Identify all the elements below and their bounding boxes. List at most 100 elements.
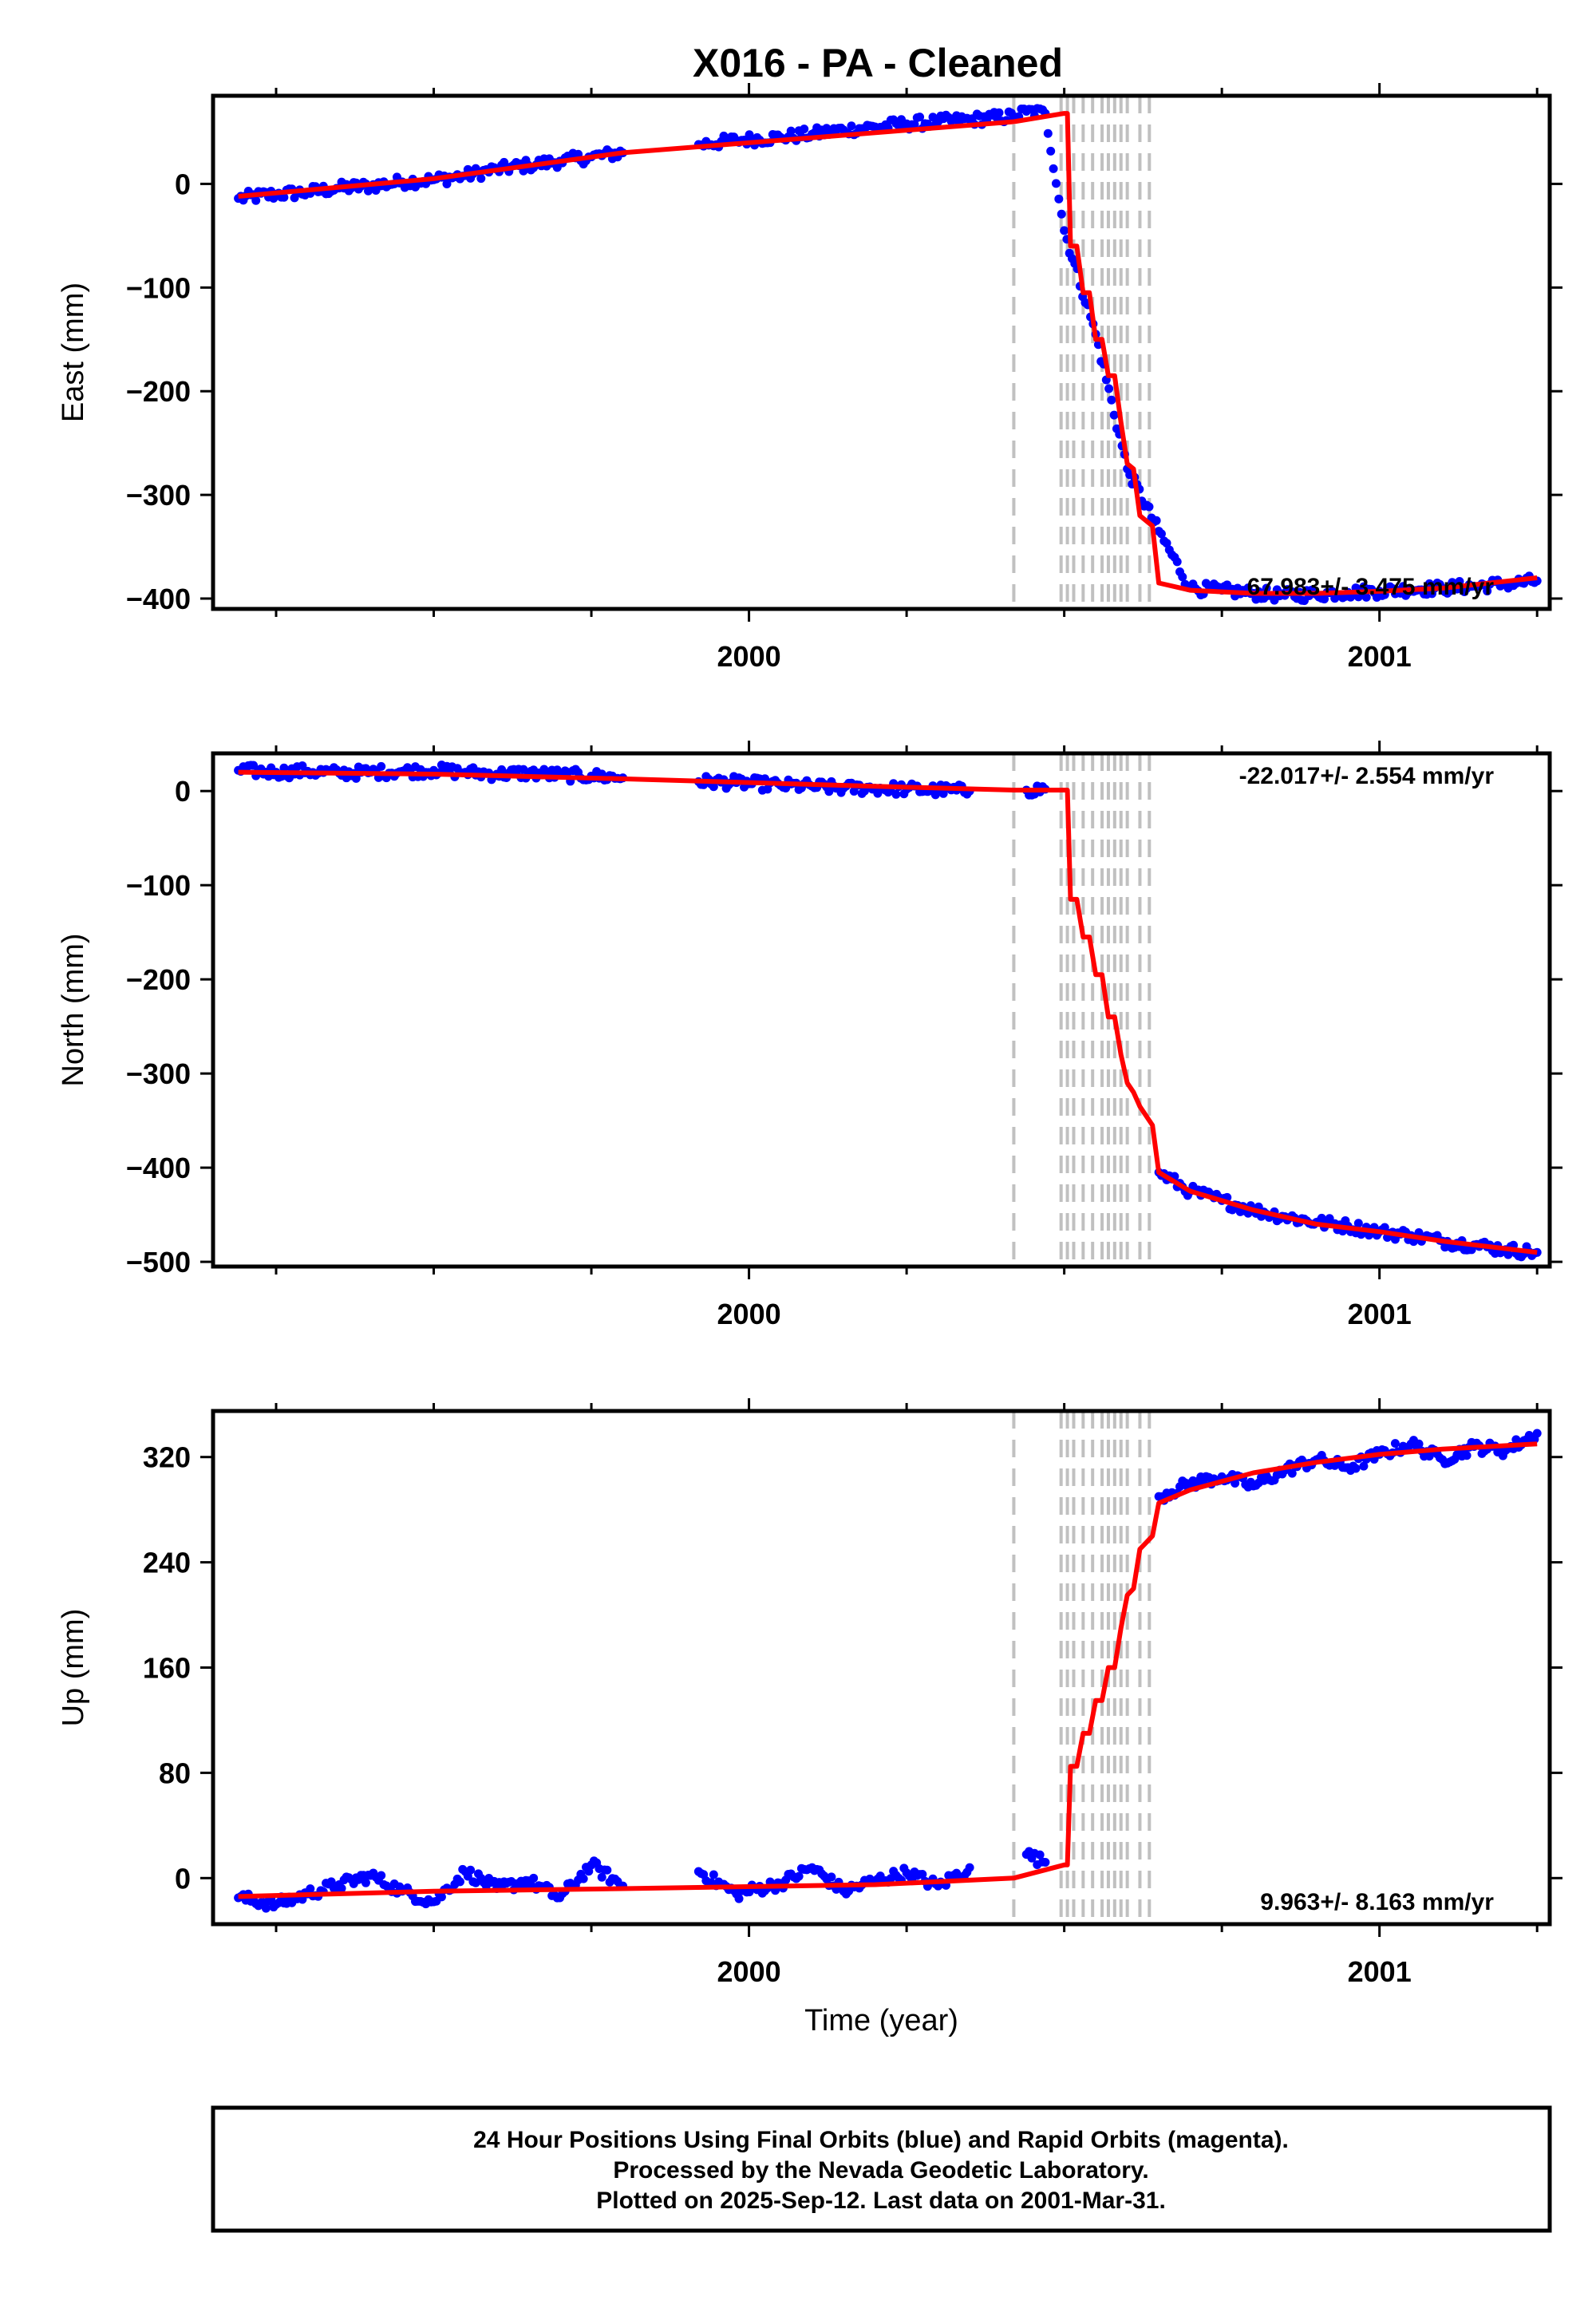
- data-point: [847, 121, 856, 131]
- panel-frame: [211, 93, 1552, 611]
- data-point: [734, 1894, 744, 1903]
- data-point: [361, 1878, 370, 1887]
- panel-frame: [211, 1409, 1552, 1927]
- model-line: [238, 111, 1538, 596]
- data-point: [1380, 1223, 1389, 1232]
- footer-line-3: Plotted on 2025-Sep-12. Last data on 200…: [596, 2188, 1166, 2214]
- data-point: [800, 124, 809, 134]
- data-point: [298, 761, 307, 771]
- data-point: [1152, 516, 1161, 525]
- data-point: [1361, 592, 1371, 602]
- velocity-annotation: 67.983+/- 3.475 mm/yr: [1247, 574, 1495, 600]
- data-points: [234, 760, 1542, 1262]
- data-point: [337, 1883, 346, 1893]
- y-tick-label: −300: [126, 479, 191, 512]
- x-tick-label: 2000: [717, 640, 781, 673]
- data-point: [910, 120, 919, 129]
- data-point: [279, 192, 289, 202]
- footer-line-1: 24 Hour Positions Using Final Orbits (bl…: [473, 2127, 1289, 2153]
- data-points: [234, 1429, 1542, 1913]
- data-point: [251, 196, 261, 205]
- x-tick-label: 2001: [1348, 1298, 1412, 1330]
- data-point: [1162, 539, 1171, 548]
- model-line: [238, 769, 1538, 1255]
- data-point: [442, 179, 452, 188]
- data-point: [709, 1870, 718, 1879]
- footer-line-2: Processed by the Nevada Geodetic Laborat…: [613, 2157, 1148, 2184]
- data-point: [1107, 395, 1116, 405]
- chart-title: X016 - PA - Cleaned: [693, 41, 1063, 85]
- data-point: [476, 174, 486, 184]
- data-point: [1287, 1468, 1297, 1478]
- data-point: [827, 1872, 836, 1882]
- velocity-annotation: -22.017+/- 2.554 mm/yr: [1239, 763, 1495, 789]
- x-axis-label: Time (year): [804, 2004, 958, 2037]
- y-tick-label: −400: [126, 1152, 191, 1184]
- y-axis-label: East (mm): [57, 283, 90, 422]
- data-point: [455, 1877, 464, 1887]
- y-tick-label: −200: [126, 375, 191, 408]
- data-point: [602, 1865, 612, 1875]
- data-point: [1035, 1850, 1045, 1860]
- data-point: [1057, 209, 1066, 219]
- data-point: [1060, 226, 1069, 235]
- data-point: [1532, 1429, 1542, 1438]
- data-point: [1414, 1439, 1424, 1448]
- data-point: [1455, 577, 1464, 587]
- x-tick-label: 2000: [717, 1298, 781, 1330]
- y-tick-label: 0: [175, 775, 191, 808]
- y-tick-label: 0: [175, 1862, 191, 1895]
- y-axis-label: Up (mm): [57, 1609, 90, 1727]
- y-tick-label: −400: [126, 583, 191, 615]
- data-point: [1390, 1439, 1400, 1448]
- data-point: [1231, 1479, 1240, 1488]
- data-point: [891, 789, 901, 799]
- data-point: [529, 1873, 539, 1883]
- data-point: [261, 1903, 271, 1913]
- event-lines: [1012, 753, 1152, 1267]
- data-point: [1156, 529, 1166, 539]
- y-tick-label: −300: [126, 1057, 191, 1090]
- data-point: [1051, 179, 1061, 188]
- y-tick-label: 160: [143, 1652, 191, 1685]
- y-tick-label: 80: [159, 1757, 191, 1789]
- data-point: [1172, 557, 1182, 567]
- data-point: [794, 1871, 804, 1881]
- data-point: [597, 1872, 606, 1882]
- event-lines: [1012, 1411, 1152, 1924]
- y-tick-label: 320: [143, 1441, 191, 1474]
- y-tick-label: 240: [143, 1547, 191, 1579]
- data-point: [1109, 410, 1119, 420]
- data-point: [1462, 1451, 1472, 1460]
- data-point: [1483, 587, 1492, 596]
- data-point: [1503, 1250, 1513, 1259]
- data-point: [1043, 128, 1053, 138]
- data-point: [786, 126, 796, 136]
- data-point: [377, 761, 386, 771]
- footer-box: 24 Hour Positions Using Final Orbits (bl…: [211, 2105, 1552, 2233]
- data-point: [1041, 1858, 1050, 1867]
- data-point: [1424, 1452, 1434, 1461]
- up-panel: 2000 2001 0 80 160 240 320 Up (mm) Time (year) 9.…: [57, 1398, 1562, 2037]
- north-panel: 2000 2001 0 −100 −200 −300 −400 −500 North (mm) -…: [57, 741, 1562, 1330]
- y-tick-label: −200: [126, 963, 191, 996]
- data-point: [965, 1863, 974, 1872]
- data-point: [994, 108, 1004, 117]
- data-point: [1353, 1219, 1363, 1228]
- x-tick-label: 2001: [1348, 640, 1412, 673]
- data-point: [1144, 502, 1154, 512]
- y-tick-label: −100: [126, 271, 191, 304]
- data-point: [709, 782, 718, 792]
- data-point: [1054, 194, 1064, 204]
- data-point: [1351, 1464, 1361, 1473]
- data-point: [306, 1884, 315, 1894]
- data-point: [437, 1892, 446, 1902]
- velocity-annotation: 9.963+/- 8.163 mm/yr: [1260, 1889, 1494, 1915]
- data-point: [377, 1871, 386, 1880]
- data-point: [497, 765, 507, 774]
- data-point: [1262, 583, 1271, 593]
- y-tick-label: 0: [175, 168, 191, 200]
- data-point: [1359, 1461, 1369, 1471]
- model-line: [238, 1441, 1538, 1899]
